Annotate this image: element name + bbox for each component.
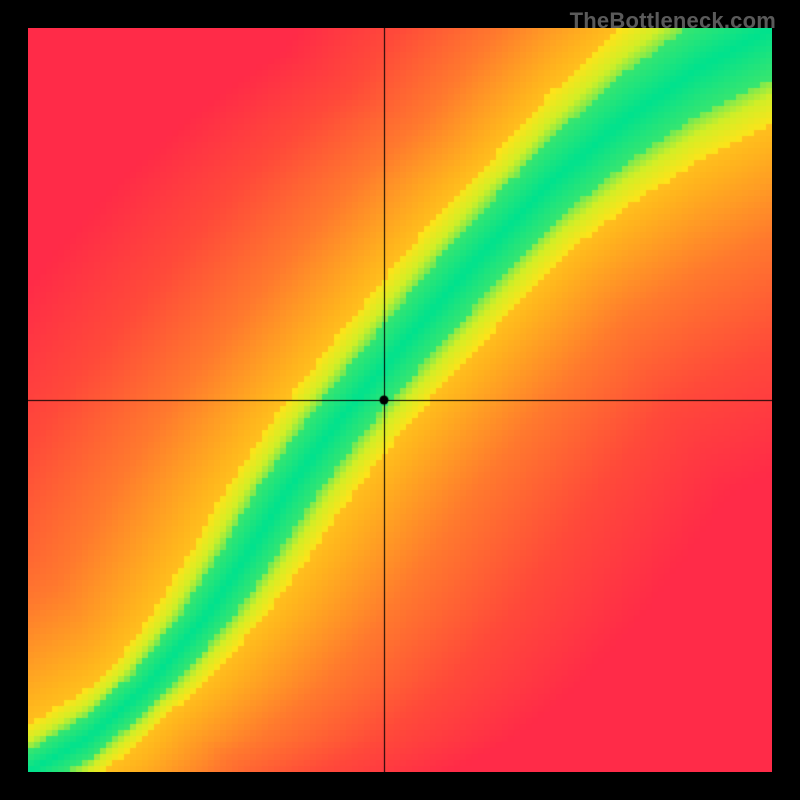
watermark-text: TheBottleneck.com xyxy=(570,8,776,34)
chart-container: TheBottleneck.com xyxy=(0,0,800,800)
bottleneck-heatmap xyxy=(28,28,772,772)
